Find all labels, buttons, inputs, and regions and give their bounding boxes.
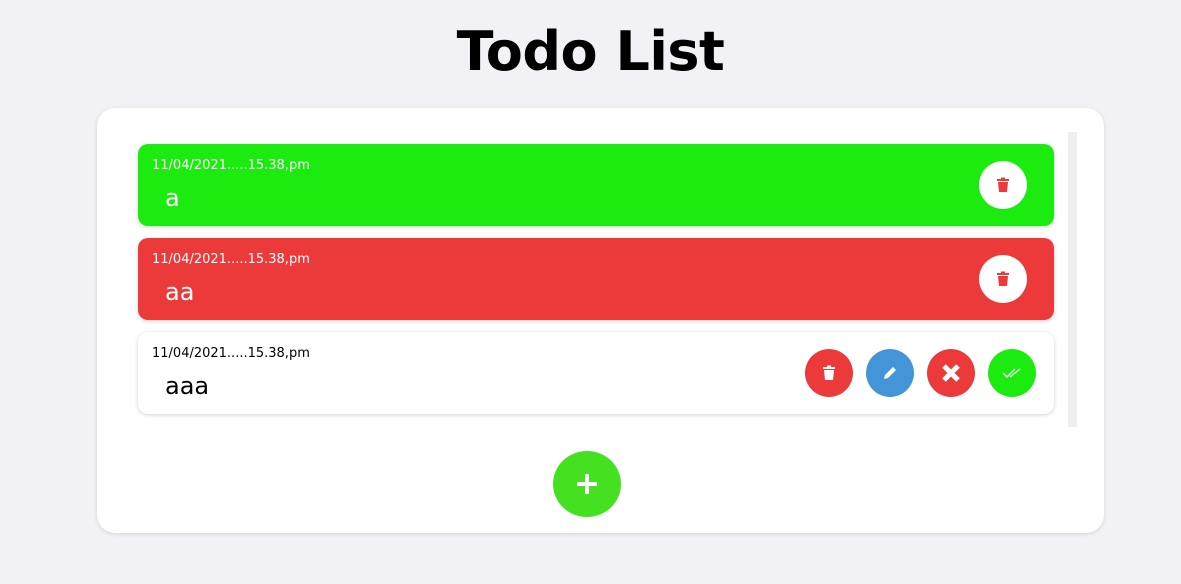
- todo-card: 11/04/2021.....15.38,pm a 11/04/2021....…: [97, 108, 1104, 533]
- double-check-icon: [1002, 368, 1021, 378]
- scrollbar[interactable]: [1068, 132, 1077, 427]
- todo-text: aaa: [165, 372, 210, 400]
- x-icon: [942, 364, 960, 382]
- cancel-button[interactable]: [927, 349, 975, 397]
- page-title: Todo List: [456, 20, 725, 83]
- pencil-icon: [884, 367, 896, 379]
- delete-button[interactable]: [979, 161, 1027, 209]
- todo-text: a: [165, 184, 180, 212]
- complete-button[interactable]: [988, 349, 1036, 397]
- edit-button[interactable]: [866, 349, 914, 397]
- trash-icon: [823, 365, 835, 380]
- todo-date: 11/04/2021.....15.38,pm: [152, 252, 310, 267]
- delete-button[interactable]: [805, 349, 853, 397]
- todo-date: 11/04/2021.....15.38,pm: [152, 346, 310, 361]
- todo-item: 11/04/2021.....15.38,pm aa: [138, 238, 1054, 320]
- todo-text: aa: [165, 278, 195, 306]
- plus-icon: [577, 474, 597, 494]
- delete-button[interactable]: [979, 255, 1027, 303]
- trash-icon: [997, 177, 1009, 192]
- todo-date: 11/04/2021.....15.38,pm: [152, 158, 310, 173]
- todo-item: 11/04/2021.....15.38,pm aaa: [138, 332, 1054, 414]
- add-todo-button[interactable]: [553, 451, 621, 517]
- todo-item: 11/04/2021.....15.38,pm a: [138, 144, 1054, 226]
- trash-icon: [997, 271, 1009, 286]
